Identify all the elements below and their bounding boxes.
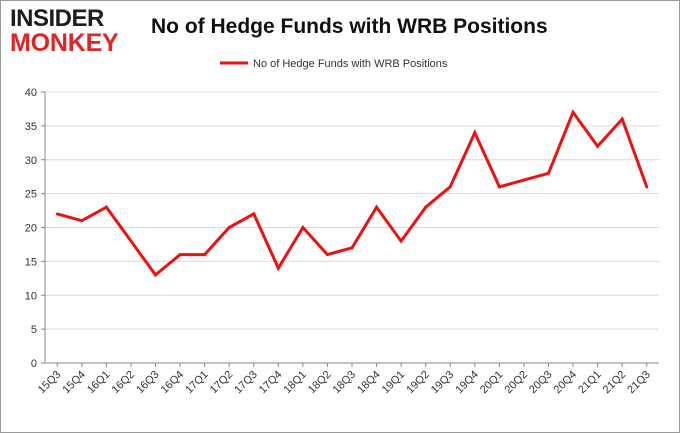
y-tick-label-5: 5 xyxy=(31,324,37,336)
y-tick-label-30: 30 xyxy=(25,155,37,167)
x-tick-label-15Q4: 15Q4 xyxy=(60,369,88,397)
y-tick-label-40: 40 xyxy=(25,87,37,99)
legend: No of Hedge Funds with WRB Positions xyxy=(220,58,448,70)
data-point-21Q3 xyxy=(645,185,649,189)
y-tick-label-20: 20 xyxy=(25,223,37,235)
x-tick-label-20Q2: 20Q2 xyxy=(503,369,531,397)
x-tick-label-18Q3: 18Q3 xyxy=(331,369,359,397)
insider-monkey-logo: INSIDER MONKEY xyxy=(9,7,129,57)
x-tick-label-16Q4: 16Q4 xyxy=(159,369,187,397)
x-tick-label-18Q2: 18Q2 xyxy=(306,369,334,397)
x-tick-label-15Q3: 15Q3 xyxy=(36,369,64,397)
x-axis-ticks: 15Q315Q416Q116Q216Q316Q417Q117Q217Q317Q4… xyxy=(36,363,653,396)
data-point-18Q1 xyxy=(301,226,305,229)
data-point-18Q3 xyxy=(350,246,354,250)
x-tick-label-17Q3: 17Q3 xyxy=(232,369,260,397)
data-point-21Q2 xyxy=(620,117,624,121)
data-point-19Q2 xyxy=(424,205,428,209)
legend-label: No of Hedge Funds with WRB Positions xyxy=(253,58,448,70)
data-point-18Q2 xyxy=(325,253,329,257)
x-tick-label-18Q4: 18Q4 xyxy=(355,369,383,397)
x-tick-label-17Q1: 17Q1 xyxy=(183,369,211,397)
x-tick-label-16Q2: 16Q2 xyxy=(110,369,138,397)
x-tick-label-19Q2: 19Q2 xyxy=(404,369,432,397)
x-tick-label-20Q4: 20Q4 xyxy=(552,369,580,397)
data-point-20Q1 xyxy=(497,185,501,189)
data-point-21Q1 xyxy=(596,144,600,148)
x-tick-label-20Q1: 20Q1 xyxy=(478,369,506,397)
x-tick-label-16Q1: 16Q1 xyxy=(85,369,113,397)
x-tick-label-21Q1: 21Q1 xyxy=(576,369,604,397)
data-point-19Q3 xyxy=(448,185,452,189)
logo-line-1: INSIDER xyxy=(10,5,104,32)
data-point-19Q4 xyxy=(473,131,477,135)
y-tick-label-35: 35 xyxy=(25,121,37,133)
data-point-18Q4 xyxy=(375,205,379,209)
x-tick-label-20Q3: 20Q3 xyxy=(527,369,555,397)
data-point-15Q3 xyxy=(55,212,59,216)
x-tick-label-18Q1: 18Q1 xyxy=(281,369,309,397)
data-point-17Q4 xyxy=(276,266,280,270)
x-tick-label-19Q1: 19Q1 xyxy=(380,369,408,397)
data-point-17Q3 xyxy=(252,212,256,216)
x-tick-label-16Q3: 16Q3 xyxy=(134,369,162,397)
x-tick-label-19Q3: 19Q3 xyxy=(429,369,457,397)
data-point-17Q1 xyxy=(203,253,207,257)
data-point-16Q2 xyxy=(129,239,133,243)
series-group xyxy=(55,109,649,278)
x-tick-label-21Q2: 21Q2 xyxy=(601,369,629,397)
data-point-15Q4 xyxy=(80,219,84,223)
data-point-20Q4 xyxy=(571,110,575,114)
data-point-19Q1 xyxy=(399,239,403,243)
y-tick-label-10: 10 xyxy=(25,290,37,302)
data-point-16Q4 xyxy=(178,253,182,257)
y-tick-label-25: 25 xyxy=(25,189,37,201)
data-point-16Q1 xyxy=(104,205,108,209)
x-tick-label-17Q2: 17Q2 xyxy=(208,369,236,397)
data-point-20Q3 xyxy=(546,171,550,175)
data-point-20Q2 xyxy=(522,178,526,182)
data-point-16Q3 xyxy=(154,273,158,277)
x-tick-label-21Q3: 21Q3 xyxy=(625,369,653,397)
y-tick-label-0: 0 xyxy=(31,358,37,370)
logo-line-2: MONKEY xyxy=(10,29,119,57)
y-axis-ticks: 0 5 10 15 20 25 30 35 40 xyxy=(25,87,45,370)
y-tick-label-15: 15 xyxy=(25,256,37,268)
data-point-17Q2 xyxy=(227,226,231,229)
chart-title: No of Hedge Funds with WRB Positions xyxy=(151,15,548,38)
x-tick-label-17Q4: 17Q4 xyxy=(257,369,285,397)
x-tick-label-19Q4: 19Q4 xyxy=(453,369,481,397)
